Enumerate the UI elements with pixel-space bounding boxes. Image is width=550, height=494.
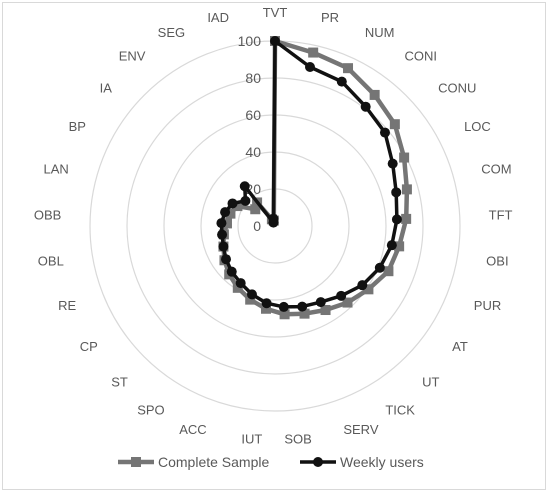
data-point — [374, 262, 385, 273]
data-point — [270, 36, 280, 46]
data-point — [217, 229, 228, 240]
tick-label: 40 — [245, 144, 261, 160]
category-label: LAN — [44, 162, 69, 177]
category-label: UT — [422, 374, 439, 389]
data-point — [336, 290, 347, 301]
category-label: IAD — [207, 10, 229, 25]
category-label: ST — [111, 374, 128, 389]
category-label: COM — [481, 162, 511, 177]
data-point — [360, 101, 371, 112]
data-point — [315, 297, 326, 308]
chart-frame — [2, 2, 546, 490]
data-point — [387, 158, 398, 169]
data-point — [391, 214, 402, 225]
data-point — [227, 198, 238, 209]
data-point — [240, 195, 251, 206]
category-label: OBB — [34, 207, 61, 222]
legend: Complete Sample Weekly users — [118, 454, 424, 470]
data-point — [225, 208, 236, 219]
data-point — [268, 213, 279, 224]
tick-label: 80 — [245, 70, 261, 86]
data-point — [357, 280, 368, 291]
data-point — [369, 89, 380, 100]
data-point — [343, 63, 354, 74]
data-point — [221, 254, 232, 265]
data-point — [278, 301, 289, 312]
category-label: LOC — [464, 119, 491, 134]
tick-label: 0 — [253, 218, 261, 234]
data-point — [218, 241, 229, 252]
data-point — [342, 297, 353, 308]
data-point — [239, 181, 250, 192]
legend-label: Complete Sample — [158, 454, 269, 470]
category-label: ENV — [119, 49, 146, 64]
tick-label: 100 — [238, 33, 262, 49]
data-point — [279, 309, 290, 320]
category-label: SOB — [284, 432, 311, 447]
category-label: SEG — [158, 25, 185, 40]
data-point — [261, 298, 272, 309]
data-point — [363, 284, 374, 295]
series-1 — [216, 36, 402, 312]
data-point — [401, 184, 412, 195]
data-point — [245, 294, 256, 305]
data-point — [383, 266, 394, 277]
data-point — [260, 303, 271, 314]
category-label: TVT — [263, 5, 288, 20]
category-label: TICK — [385, 402, 415, 417]
category-label: TFT — [489, 207, 513, 222]
tick-label: 60 — [245, 107, 261, 123]
category-label: RE — [58, 298, 76, 313]
category-label: OBL — [38, 254, 64, 269]
data-point — [379, 127, 390, 138]
legend-label: Weekly users — [340, 454, 424, 470]
data-point — [246, 289, 257, 300]
data-point — [304, 62, 315, 73]
category-label: PR — [321, 10, 339, 25]
category-label: CONI — [405, 49, 438, 64]
category-label: OBI — [486, 254, 508, 269]
data-point — [235, 278, 246, 289]
data-point — [386, 240, 397, 251]
data-point — [391, 187, 402, 198]
category-label: IUT — [241, 432, 262, 447]
data-point — [250, 204, 261, 215]
category-label: BP — [69, 119, 86, 134]
data-point — [220, 207, 231, 218]
data-point — [308, 47, 319, 58]
legend-item-0: Complete Sample — [118, 454, 269, 470]
data-point — [399, 152, 410, 163]
data-point — [401, 213, 412, 224]
category-label: AT — [452, 339, 468, 354]
category-label: SERV — [343, 422, 378, 437]
category-label: CONU — [438, 80, 476, 95]
data-point — [232, 282, 243, 293]
legend-marker — [131, 457, 141, 467]
legend-marker — [313, 457, 323, 467]
series-layer — [216, 36, 412, 320]
data-point — [299, 308, 310, 319]
category-label: IA — [100, 80, 113, 95]
data-point — [221, 218, 232, 229]
data-point — [297, 301, 308, 312]
category-label: SPO — [137, 402, 164, 417]
category-label: ACC — [179, 422, 206, 437]
data-point — [336, 76, 347, 87]
category-label: PUR — [474, 298, 501, 313]
legend-item-1: Weekly users — [300, 454, 424, 470]
data-point — [320, 305, 331, 316]
category-labels: TVT PR NUM CONI CONU LOC COM TFT OBI PUR AT UT TICK S… — [34, 5, 513, 447]
category-label: NUM — [365, 25, 395, 40]
data-point — [232, 201, 243, 212]
data-point — [389, 119, 400, 130]
data-point — [216, 218, 227, 229]
category-label: CP — [80, 339, 98, 354]
data-point — [394, 241, 405, 252]
data-point — [226, 266, 237, 277]
